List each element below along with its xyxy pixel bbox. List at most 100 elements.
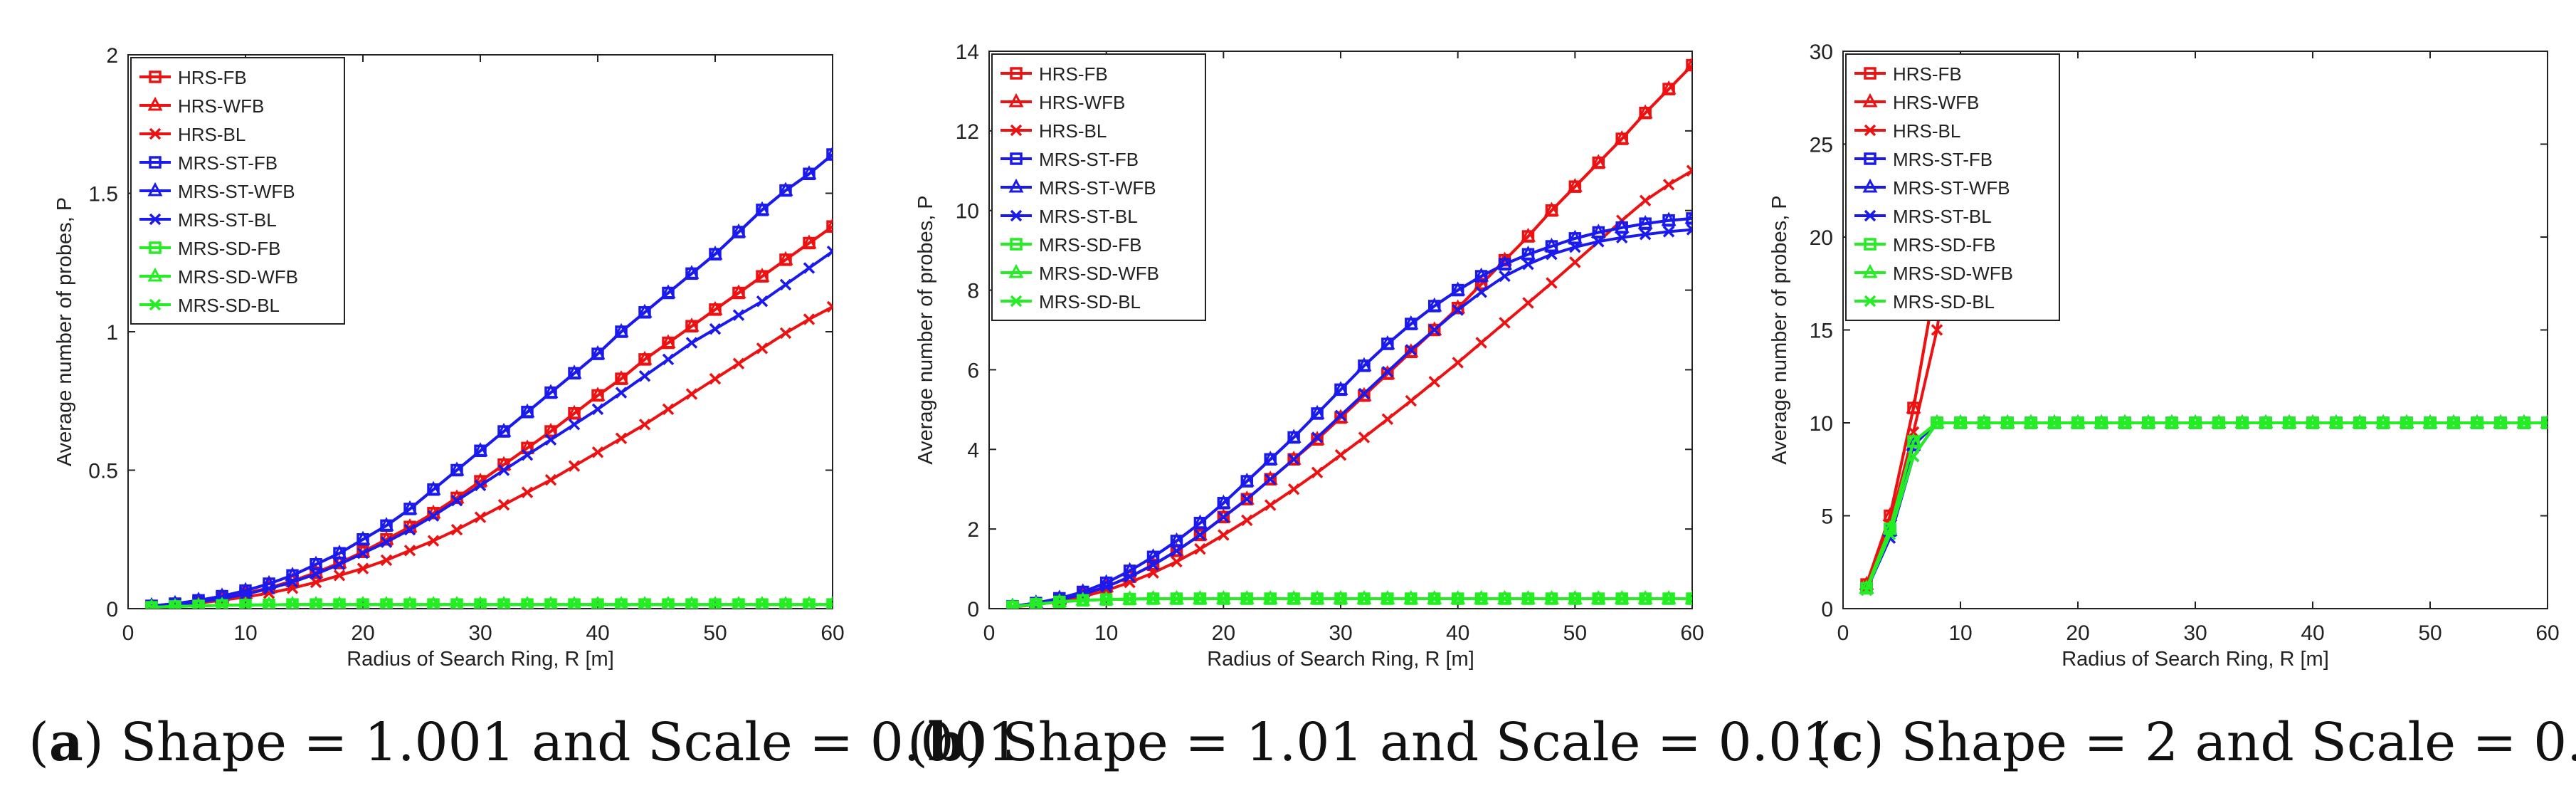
series-mrs-sd-bl-point bbox=[2165, 416, 2178, 429]
series-mrs-st-bl-point bbox=[497, 464, 510, 476]
series-mrs-st-bl-point bbox=[521, 448, 534, 461]
caption-a-label: a bbox=[48, 712, 83, 773]
series-mrs-st-bl-point bbox=[1546, 248, 1558, 261]
x-tick-label: 10 bbox=[1094, 621, 1118, 645]
series-mrs-st-bl-point bbox=[474, 479, 487, 492]
x-tick-label: 50 bbox=[2418, 621, 2442, 645]
x-tick-label: 60 bbox=[1680, 621, 1704, 645]
series-mrs-sd-bl-point bbox=[779, 598, 792, 609]
legend-item-mrs-st-bl: MRS-ST-BL bbox=[1854, 206, 1992, 227]
legend-label: MRS-ST-BL bbox=[1893, 206, 1992, 227]
series-hrs-bl-point bbox=[427, 535, 440, 547]
series-hrs-bl-point bbox=[1358, 431, 1371, 443]
series-mrs-st-bl-point bbox=[756, 295, 769, 308]
series-mrs-st-bl-point bbox=[1522, 258, 1534, 271]
series-hrs-bl-point bbox=[568, 460, 581, 472]
series-mrs-st-bl-point bbox=[1405, 344, 1418, 356]
series-mrs-st-bl-point bbox=[1334, 409, 1347, 421]
legend-marker-square bbox=[1864, 67, 1876, 80]
series-hrs-bl-point bbox=[1475, 337, 1487, 349]
x-tick-label: 60 bbox=[820, 621, 844, 645]
series-mrs-sd-bl-point bbox=[662, 598, 675, 609]
series-mrs-sd-bl-point bbox=[2424, 416, 2437, 429]
series-hrs-wfb-point bbox=[1474, 275, 1489, 290]
series-mrs-st-wfb-point bbox=[731, 223, 746, 238]
series-mrs-sd-bl-point bbox=[2048, 416, 2061, 429]
series-mrs-sd-bl-point bbox=[615, 598, 628, 609]
series-mrs-sd-bl-point bbox=[1860, 584, 1873, 597]
legend-label: MRS-ST-WFB bbox=[1893, 177, 2010, 199]
legend-label: MRS-SD-FB bbox=[1039, 234, 1141, 256]
series-mrs-sd-bl-point bbox=[685, 598, 698, 609]
series-mrs-sd-bl-point bbox=[1311, 592, 1324, 605]
series-mrs-st-bl-point bbox=[662, 353, 675, 366]
y-tick-label: 1 bbox=[106, 321, 118, 345]
x-tick-label: 10 bbox=[233, 621, 257, 645]
y-tick-label: 2 bbox=[967, 518, 979, 542]
legend-label: HRS-FB bbox=[1039, 63, 1108, 85]
series-mrs-sd-bl-point bbox=[2025, 416, 2037, 429]
legend-marker-triangle bbox=[1862, 178, 1878, 193]
legend-label: MRS-SD-BL bbox=[178, 295, 280, 316]
chart-2: 0 10 20 30 40 50 60 0 5 10 15 20 25 30 Radius of Searc… bbox=[1768, 41, 2560, 671]
series-mrs-st-bl-point bbox=[1264, 473, 1277, 485]
legend-label: MRS-SD-WFB bbox=[1893, 263, 2013, 284]
series-mrs-st-bl-point bbox=[1381, 365, 1394, 378]
series-mrs-st-bl-point bbox=[1662, 226, 1675, 238]
y-tick-label: 10 bbox=[956, 200, 979, 224]
legend-marker-triangle bbox=[1008, 263, 1024, 278]
series-mrs-sd-bl-point bbox=[544, 598, 557, 609]
series-hrs-bl-point bbox=[1452, 357, 1464, 369]
series-mrs-st-bl-point bbox=[1171, 545, 1183, 557]
series-mrs-st-bl-point bbox=[685, 337, 698, 349]
legend-marker-x bbox=[149, 298, 162, 311]
series-mrs-st-wfb-point bbox=[285, 567, 300, 581]
series-mrs-st-wfb-point bbox=[825, 145, 833, 160]
caption-c-text: Shape = 2 and Scale = 0.5 bbox=[1901, 712, 2576, 773]
series-hrs-wfb-point bbox=[684, 317, 700, 332]
series-mrs-st-bl-point bbox=[333, 558, 346, 570]
x-axis-label: Radius of Search Ring, R [m] bbox=[1207, 648, 1474, 671]
legend-marker-square bbox=[149, 156, 162, 169]
chart-0: 0 10 20 30 40 50 60 0 0.5 1 1.5 2 Radius of Search R… bbox=[53, 44, 845, 671]
caption-b: (b) Shape = 1.01 and Scale = 0.01 bbox=[907, 712, 1836, 773]
series-mrs-sd-bl-point bbox=[2400, 416, 2413, 429]
series-hrs-wfb-point bbox=[1906, 399, 1921, 414]
series-mrs-sd-bl-point bbox=[1499, 592, 1511, 605]
plot-area bbox=[1859, 89, 2548, 597]
legend-item-mrs-sd-wfb: MRS-SD-WFB bbox=[139, 266, 298, 288]
x-tick-label: 40 bbox=[1446, 621, 1469, 645]
series-mrs-sd-bl-point bbox=[169, 600, 181, 609]
series-hrs-wfb-point bbox=[1661, 80, 1677, 95]
legend-label: MRS-SD-BL bbox=[1893, 291, 1995, 313]
series-hrs-bl-point bbox=[803, 313, 815, 325]
y-tick-label: 0 bbox=[106, 598, 118, 621]
series-hrs-wfb-point bbox=[613, 369, 629, 384]
series-mrs-sd-bl-point bbox=[709, 598, 722, 609]
series-hrs-bl-point bbox=[756, 342, 769, 355]
series-mrs-sd-bl-point bbox=[1475, 592, 1487, 605]
legend-marker-triangle bbox=[1008, 178, 1024, 193]
series-hrs-wfb-point bbox=[566, 404, 582, 419]
y-axis-label: Average number of probes, P bbox=[1768, 195, 1791, 464]
series-hrs-bl-point bbox=[638, 419, 651, 431]
legend-item-hrs-bl: HRS-BL bbox=[1001, 120, 1107, 142]
x-tick-label: 60 bbox=[2535, 621, 2559, 645]
x-tick-label: 0 bbox=[122, 621, 134, 645]
series-mrs-sd-bl-point bbox=[1381, 592, 1394, 605]
series-mrs-sd-bl-point bbox=[803, 598, 815, 609]
legend-item-mrs-st-bl: MRS-ST-BL bbox=[1001, 206, 1138, 227]
series-mrs-sd-bl-point bbox=[1884, 528, 1896, 540]
series-hrs-bl-point bbox=[1522, 297, 1534, 309]
series-mrs-sd-bl bbox=[1860, 416, 2548, 597]
series-mrs-st-bl-point bbox=[1569, 241, 1581, 253]
series-mrs-st-wfb-point bbox=[1474, 267, 1489, 282]
legend-item-mrs-sd-bl: MRS-SD-BL bbox=[1854, 291, 1995, 313]
legend-item-mrs-sd-fb: MRS-SD-FB bbox=[1854, 234, 1995, 256]
caption-a: (a) Shape = 1.001 and Scale = 0.001 bbox=[28, 712, 1021, 773]
series-mrs-sd-bl-point bbox=[1264, 592, 1277, 605]
legend-label: MRS-SD-WFB bbox=[178, 266, 298, 288]
series-hrs-fb-point bbox=[1686, 58, 1692, 72]
legend-label: MRS-ST-BL bbox=[178, 209, 277, 231]
series-mrs-st-wfb-point bbox=[426, 481, 441, 495]
